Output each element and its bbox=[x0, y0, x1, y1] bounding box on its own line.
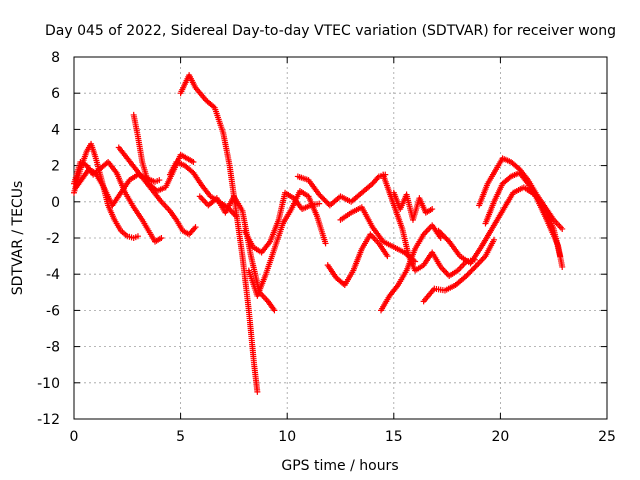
data-point bbox=[317, 192, 324, 199]
x-tick-label: 0 bbox=[70, 429, 79, 445]
data-point bbox=[559, 225, 566, 232]
series-arc11 bbox=[294, 171, 389, 209]
series-arc15 bbox=[380, 171, 478, 280]
series-arc17 bbox=[420, 236, 498, 305]
y-tick-label: -6 bbox=[46, 303, 60, 319]
x-tick-label: 10 bbox=[278, 429, 296, 445]
y-tick-label: -12 bbox=[37, 412, 60, 428]
data-point bbox=[318, 194, 325, 201]
series-arc12 bbox=[324, 231, 391, 289]
data-point bbox=[465, 270, 472, 277]
data-point bbox=[254, 388, 261, 395]
x-axis-label: GPS time / hours bbox=[281, 458, 398, 474]
data-point bbox=[190, 158, 197, 165]
chart-title: Day 045 of 2022, Sidereal Day-to-day VTE… bbox=[45, 23, 616, 39]
data-point bbox=[443, 235, 450, 242]
y-tick-label: 0 bbox=[51, 195, 60, 211]
series-arc9 bbox=[241, 189, 323, 256]
data-point bbox=[192, 224, 199, 231]
y-tick-label: -2 bbox=[46, 231, 60, 247]
x-tick-label: 5 bbox=[176, 429, 185, 445]
series-arc7 bbox=[177, 72, 261, 395]
x-tick-label: 20 bbox=[491, 429, 509, 445]
data-point bbox=[472, 263, 479, 270]
data-point bbox=[468, 267, 475, 274]
data-point bbox=[435, 227, 442, 234]
y-tick-label: 4 bbox=[51, 122, 60, 138]
data-point bbox=[471, 264, 478, 271]
data-point bbox=[322, 198, 329, 205]
series-arc4 bbox=[115, 144, 199, 238]
data-point bbox=[316, 191, 323, 198]
data-point bbox=[439, 231, 446, 238]
x-tick-label: 25 bbox=[598, 429, 616, 445]
y-tick-label: 2 bbox=[51, 159, 60, 175]
data-point bbox=[321, 196, 328, 203]
data-point bbox=[467, 268, 474, 275]
series-arc20 bbox=[482, 169, 566, 270]
data-point bbox=[322, 240, 329, 247]
data-point bbox=[156, 177, 163, 184]
series-arc14 bbox=[378, 222, 444, 314]
data-point bbox=[271, 307, 278, 314]
data-point bbox=[384, 253, 391, 260]
data-point bbox=[316, 200, 323, 207]
data-point bbox=[442, 234, 449, 241]
data-point bbox=[158, 235, 165, 241]
x-tick-label: 15 bbox=[385, 429, 403, 445]
y-tick-label: -8 bbox=[46, 340, 60, 356]
series-arc10 bbox=[245, 187, 329, 299]
series-arc13 bbox=[337, 204, 419, 265]
series-arc16 bbox=[390, 189, 436, 223]
data-point bbox=[436, 229, 443, 236]
y-axis-label: SDTVAR / TECUs bbox=[10, 181, 26, 296]
y-tick-label: 6 bbox=[51, 86, 60, 102]
data-point bbox=[469, 266, 476, 273]
data-point bbox=[438, 230, 445, 237]
data-point bbox=[463, 273, 470, 280]
grid-lines bbox=[74, 57, 607, 419]
data-point bbox=[491, 236, 498, 243]
y-tick-label: -4 bbox=[46, 267, 60, 283]
data-points bbox=[71, 72, 566, 395]
axis-ticks: 0 5 10 15 20 25 -12 -10 -8 -6 -4 -2 0 2 4 6 8 bbox=[37, 50, 616, 445]
series-arc5 bbox=[130, 111, 197, 194]
data-point bbox=[134, 233, 141, 240]
data-point bbox=[320, 195, 327, 202]
data-point bbox=[324, 199, 331, 206]
data-point bbox=[559, 263, 566, 270]
data-point bbox=[464, 271, 471, 278]
data-point bbox=[429, 206, 436, 213]
y-tick-label: -10 bbox=[37, 376, 60, 392]
data-point bbox=[440, 233, 447, 240]
y-tick-label: 8 bbox=[51, 50, 60, 66]
